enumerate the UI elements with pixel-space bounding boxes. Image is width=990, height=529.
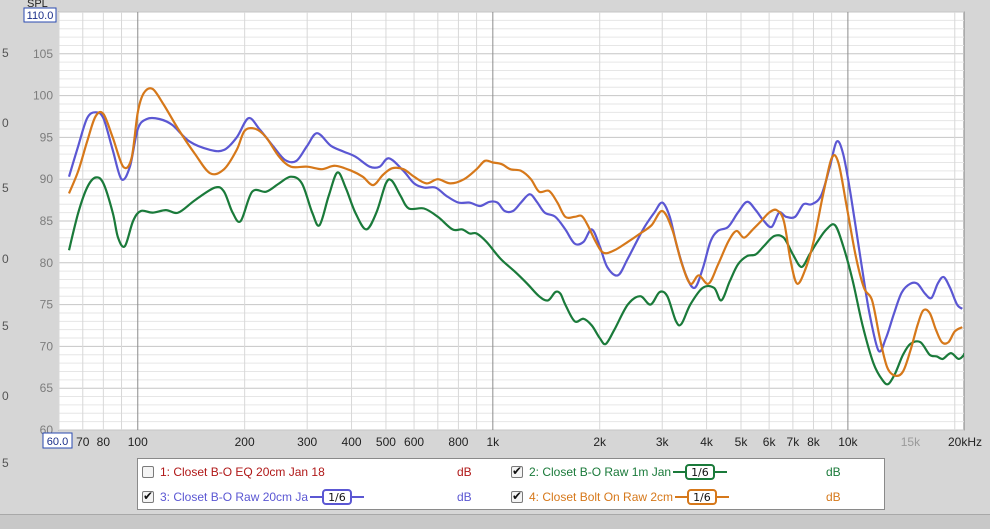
legend-checkbox-1[interactable]	[142, 466, 154, 478]
ghost-tick-label: 5	[2, 181, 9, 195]
x-tick-label: 3k	[656, 435, 670, 449]
smoothing-indicator-2[interactable]: 1/6	[673, 464, 727, 480]
status-bar	[0, 514, 990, 529]
legend-label-3: 3: Closet B-O Raw 20cm Ja	[160, 490, 309, 504]
x-tick-label: 7k	[787, 435, 801, 449]
y-tick-label: 85	[40, 214, 54, 228]
ylim-top-label: 110.0	[27, 10, 54, 22]
legend-label-2: 2: Closet B-O Raw 1m Jan	[529, 465, 672, 479]
series-line-4	[67, 87, 963, 378]
y-tick-label: 70	[40, 339, 54, 353]
legend-item-3[interactable]: 3: Closet B-O Raw 20cm Ja 1/6	[142, 487, 364, 507]
series-line-2	[67, 171, 964, 386]
legend: 1: Closet B-O EQ 20cm Jan 18 dB 2: Close…	[137, 458, 885, 510]
x-tick-label: 5k	[735, 435, 749, 449]
legend-label-4: 4: Closet Bolt On Raw 2cm	[529, 490, 674, 504]
x-tick-label: 600	[404, 435, 424, 449]
y-axis-title: SPL	[27, 0, 48, 10]
x-tick-label: 500	[376, 435, 396, 449]
smoothing-value-2: 1/6	[685, 464, 715, 480]
x-tick-label: 15k	[901, 435, 921, 449]
xlim-left-label: 60.0	[47, 436, 68, 448]
legend-item-2[interactable]: 2: Closet B-O Raw 1m Jan 1/6	[511, 462, 727, 482]
series-line-3	[67, 111, 963, 353]
ghost-tick-label: 0	[2, 252, 9, 266]
legend-label-1: 1: Closet B-O EQ 20cm Jan 18	[160, 465, 325, 479]
smoothing-indicator-3[interactable]: 1/6	[310, 489, 364, 505]
x-tick-label: 1k	[486, 435, 500, 449]
smoothing-indicator-4[interactable]: 1/6	[675, 489, 729, 505]
legend-unit-1: dB	[457, 465, 472, 479]
x-tick-label: 6k	[763, 435, 777, 449]
y-tick-label: 100	[33, 89, 53, 103]
ghost-tick-label: 5	[2, 46, 9, 60]
y-tick-label: 105	[33, 47, 53, 61]
y-tick-label: 80	[40, 256, 54, 270]
x-tick-label: 80	[97, 435, 111, 449]
x-tick-label: 100	[128, 435, 148, 449]
y-tick-label: 65	[40, 381, 54, 395]
legend-unit-3: dB	[457, 490, 472, 504]
x-tick-label: 8k	[807, 435, 821, 449]
ghost-tick-label: 0	[2, 116, 9, 130]
smoothing-value-4: 1/6	[687, 489, 717, 505]
legend-checkbox-3[interactable]	[142, 489, 154, 503]
x-tick-label: 200	[235, 435, 255, 449]
minor-grid	[58, 11, 964, 431]
y-tick-label: 75	[40, 298, 54, 312]
series-layer	[67, 87, 964, 386]
x-tick-label: 4k	[700, 435, 714, 449]
legend-unit-4: dB	[826, 490, 841, 504]
legend-item-4[interactable]: 4: Closet Bolt On Raw 2cm 1/6	[511, 487, 729, 507]
legend-checkbox-2[interactable]	[511, 464, 523, 478]
x-tick-label: 70	[76, 435, 90, 449]
ghost-tick-label: 5	[2, 456, 9, 470]
left-ghost-axis-labels: 5 0 5 0 5 0 5	[2, 46, 9, 470]
x-tick-label: 20kHz	[948, 435, 982, 449]
x-tick-label: 400	[342, 435, 362, 449]
legend-checkbox-4[interactable]	[511, 489, 523, 503]
xlim-left-box[interactable]	[42, 432, 73, 449]
ylim-top-box[interactable]	[23, 7, 57, 23]
x-tick-label: 2k	[593, 435, 607, 449]
ghost-tick-label: 5	[2, 319, 9, 333]
y-tick-label: 90	[40, 172, 54, 186]
x-tick-label: 300	[297, 435, 317, 449]
ghost-tick-label: 0	[2, 389, 9, 403]
smoothing-value-3: 1/6	[322, 489, 352, 505]
y-tick-label: 95	[40, 130, 54, 144]
x-axis-labels: 70 80 100 200 300 400 500 600 800 1k 2k 3k 4k 5k 6k 7k 8…	[76, 435, 982, 449]
legend-item-1[interactable]: 1: Closet B-O EQ 20cm Jan 18	[142, 462, 482, 482]
legend-unit-2: dB	[826, 465, 841, 479]
x-tick-label: 10k	[838, 435, 858, 449]
x-tick-label: 800	[448, 435, 468, 449]
